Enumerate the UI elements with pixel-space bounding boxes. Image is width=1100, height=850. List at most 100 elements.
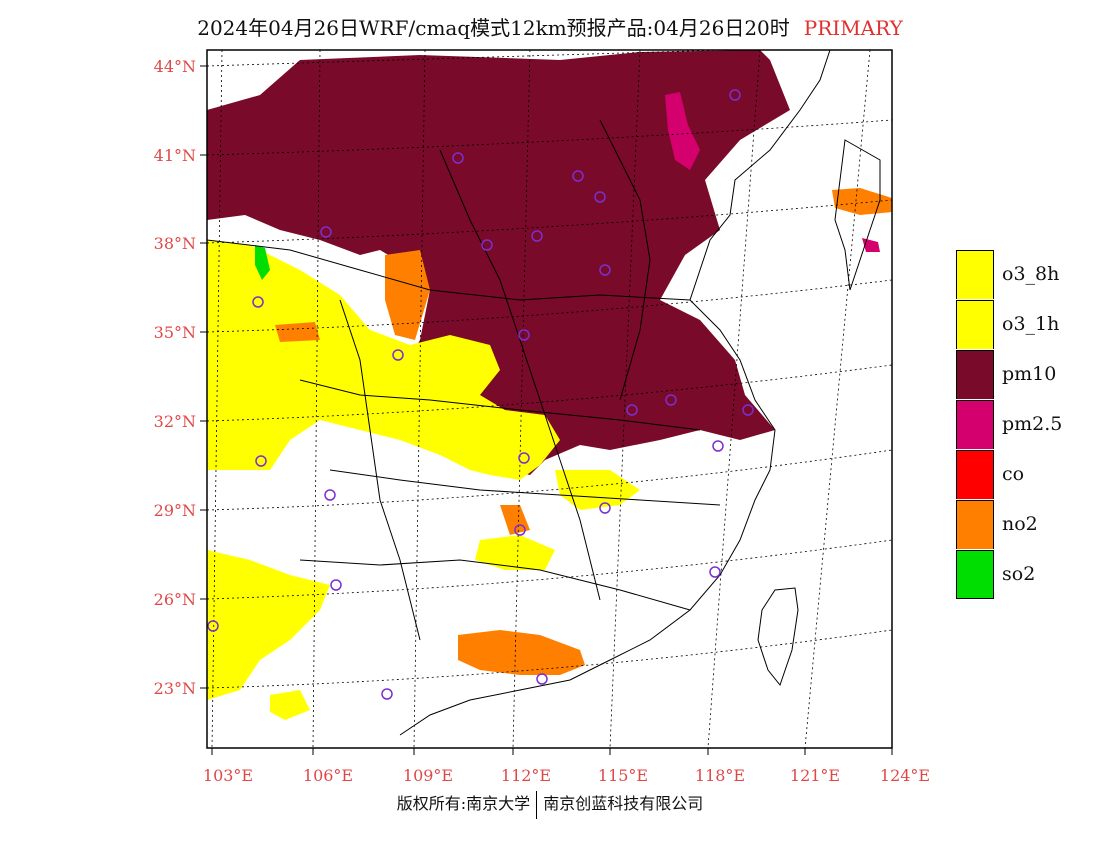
footer-separator	[536, 790, 538, 819]
no2-patch-sw	[275, 322, 320, 342]
latitude-labels: 44°N 41°N 38°N 35°N 32°N 29°N 26°N 23°N	[154, 57, 196, 698]
legend-label: no2	[1002, 513, 1038, 535]
o3-region-mid	[475, 535, 555, 570]
site-marker	[324, 489, 336, 501]
axis-ticks	[200, 65, 893, 755]
o3-region-east	[555, 470, 640, 510]
province-line-7	[339, 299, 421, 641]
province-line-6	[599, 119, 651, 401]
lon-label: 118°E	[695, 766, 745, 785]
so2-patch	[255, 245, 270, 280]
legend-label: pm10	[1002, 363, 1057, 385]
lon-label: 106°E	[303, 766, 353, 785]
legend-item-no2: no2	[956, 499, 1062, 549]
lon-line-109	[413, 50, 426, 748]
coastline	[399, 50, 831, 736]
site-marker	[381, 688, 393, 700]
pm10-nw-patch	[207, 125, 340, 215]
site-marker	[255, 455, 267, 467]
site-marker	[514, 524, 526, 536]
legend-label: o3_1h	[1002, 313, 1060, 335]
o3-region-south	[207, 550, 330, 700]
lat-label: 29°N	[154, 501, 196, 520]
legend-label: o3_8h	[1002, 263, 1060, 285]
lon-label: 103°E	[203, 766, 253, 785]
lat-label: 26°N	[154, 590, 196, 609]
legend-swatch	[956, 349, 994, 399]
site-marker	[572, 170, 584, 182]
title-text: 2024年04月26日WRF/cmaq模式12km预报产品:04月26日20时	[197, 16, 790, 40]
province-line-3	[329, 469, 721, 506]
o3-region-far-south	[270, 690, 310, 720]
lon-label: 124°E	[880, 766, 930, 785]
province-line-4	[299, 559, 691, 611]
site-marker	[594, 191, 606, 203]
site-marker	[252, 296, 264, 308]
legend-item-o3-8h: o3_8h	[956, 249, 1062, 299]
legend-item-pm10: pm10	[956, 349, 1062, 399]
lon-line-106	[312, 50, 321, 748]
legend-item-pm25: pm2.5	[956, 399, 1062, 449]
site-marker	[518, 329, 530, 341]
lon-label: 112°E	[501, 766, 551, 785]
legend-item-so2: so2	[956, 549, 1062, 599]
province-line-2	[299, 379, 701, 431]
lat-label: 23°N	[154, 679, 196, 698]
lon-line-118	[707, 50, 761, 748]
lon-label: 109°E	[403, 766, 453, 785]
pm25-patch-north	[665, 92, 700, 170]
legend-swatch	[956, 249, 994, 299]
lon-line-112	[512, 50, 531, 748]
legend-label: co	[1002, 463, 1025, 485]
site-marker	[531, 230, 543, 242]
legend-label: pm2.5	[1002, 413, 1063, 435]
no2-patch-west	[385, 250, 430, 340]
taiwan-outline	[757, 587, 799, 687]
lat-label: 41°N	[154, 146, 196, 165]
monitoring-sites	[207, 89, 754, 700]
pollution-layers	[207, 50, 892, 720]
boundary-lines	[207, 50, 881, 736]
pollutant-legend: o3_8h o3_1h pm10 pm2.5 co no2 so2	[956, 249, 1062, 599]
lon-label: 121°E	[790, 766, 840, 785]
site-marker	[536, 673, 548, 685]
legend-item-o3-1h: o3_1h	[956, 299, 1062, 349]
site-marker	[481, 239, 493, 251]
legend-item-co: co	[956, 449, 1062, 499]
legend-swatch	[956, 399, 994, 449]
copyright-left: 版权所有:南京大学	[396, 794, 531, 813]
site-marker	[729, 89, 741, 101]
lat-label: 44°N	[154, 57, 196, 76]
lat-line-29	[207, 449, 892, 511]
site-marker	[599, 264, 611, 276]
no2-patch-south	[458, 630, 585, 675]
site-marker	[709, 566, 721, 578]
lon-line-115	[609, 50, 641, 748]
o3-region-sw	[207, 240, 560, 480]
legend-swatch	[956, 449, 994, 499]
lon-label: 115°E	[598, 766, 648, 785]
site-marker	[599, 502, 611, 514]
site-marker	[665, 394, 677, 406]
lat-label: 38°N	[154, 234, 196, 253]
site-marker	[330, 579, 342, 591]
site-marker	[452, 152, 464, 164]
legend-swatch	[956, 549, 994, 599]
province-line-5	[439, 149, 601, 601]
site-marker	[207, 620, 219, 632]
map-title: 2024年04月26日WRF/cmaq模式12km预报产品:04月26日20时 P…	[0, 12, 1100, 41]
copyright-right: 南京创蓝科技有限公司	[543, 794, 704, 813]
lat-label: 35°N	[154, 323, 196, 342]
korea-outline	[834, 139, 881, 291]
site-marker	[518, 452, 530, 464]
lon-line-121	[804, 50, 871, 748]
copyright-footer: 版权所有:南京大学 南京创蓝科技有限公司	[0, 790, 1100, 819]
site-marker	[320, 226, 332, 238]
pm10-region	[207, 50, 790, 475]
legend-swatch	[956, 499, 994, 549]
no2-patch-mid	[500, 505, 530, 535]
legend-swatch	[956, 299, 994, 349]
site-marker	[712, 440, 724, 452]
map-frame	[206, 49, 893, 749]
